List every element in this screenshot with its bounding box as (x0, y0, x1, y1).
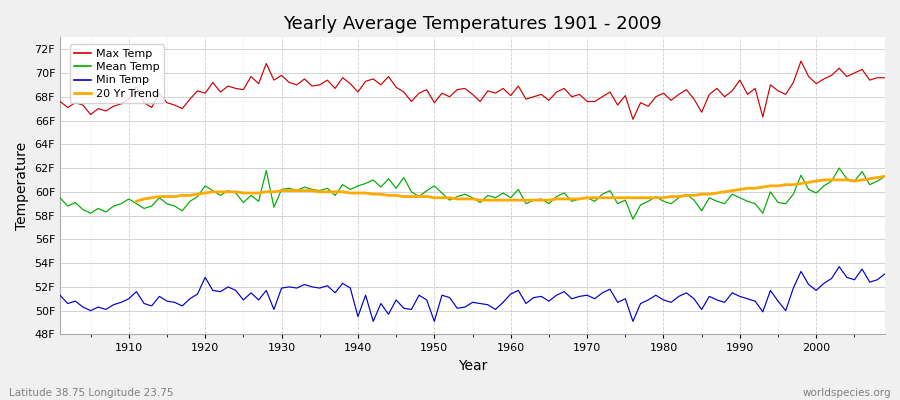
Title: Yearly Average Temperatures 1901 - 2009: Yearly Average Temperatures 1901 - 2009 (284, 15, 662, 33)
Text: worldspecies.org: worldspecies.org (803, 388, 891, 398)
Text: Latitude 38.75 Longitude 23.75: Latitude 38.75 Longitude 23.75 (9, 388, 174, 398)
Y-axis label: Temperature: Temperature (15, 142, 29, 230)
Legend: Max Temp, Mean Temp, Min Temp, 20 Yr Trend: Max Temp, Mean Temp, Min Temp, 20 Yr Tre… (69, 44, 165, 103)
X-axis label: Year: Year (458, 359, 487, 373)
